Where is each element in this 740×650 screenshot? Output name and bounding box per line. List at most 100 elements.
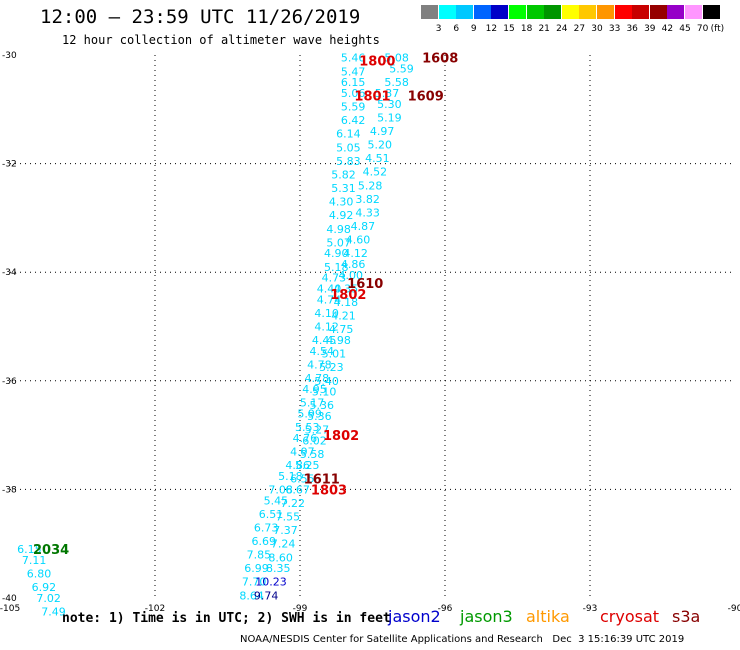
swh-value-label: 4.12	[343, 247, 368, 260]
swh-value-label: 5.59	[389, 63, 414, 76]
footer-credit: NOAA/NESDIS Center for Satellite Applica…	[240, 634, 685, 645]
swh-value-label: 4.54	[310, 345, 335, 358]
swh-value-label: 5.40	[314, 375, 339, 388]
swh-value-label: 4.30	[329, 196, 354, 209]
grid-layer	[10, 55, 735, 598]
swh-value-label: 4.74	[317, 293, 342, 306]
y-tick-label: -30	[2, 51, 17, 61]
swh-value-label: 4.45	[312, 334, 337, 347]
swh-value-label: 5.83	[336, 155, 361, 168]
legend-cryosat: cryosat	[600, 607, 660, 626]
colorbar-tick-label: 36	[626, 24, 638, 34]
pass-time-label: 1800	[359, 54, 395, 69]
swh-value-label: 4.12	[314, 321, 339, 334]
swh-value-label: 5.82	[331, 168, 356, 181]
colorbar-tick-label: 6	[453, 24, 460, 34]
swh-value-label: 7.11	[22, 554, 47, 567]
swh-value-label: 4.92	[329, 209, 354, 222]
swh-value-label: 10.23	[255, 576, 287, 589]
colorbar-tick-label: 42	[661, 24, 674, 34]
swh-value-label: 6.14	[336, 128, 361, 141]
swh-value-label: 6.99	[244, 562, 269, 575]
colorbar-unit-label: (ft)	[710, 24, 725, 34]
swh-value-label: 5.23	[319, 361, 344, 374]
swh-value-label: 5.37	[375, 87, 400, 100]
swh-value-label: 6.51	[259, 508, 284, 521]
colorbar-swatch	[579, 5, 597, 19]
y-tick-label: -32	[2, 160, 17, 170]
swh-value-label: 4.98	[326, 223, 351, 236]
colorbar-swatch	[526, 5, 544, 19]
colorbar-swatch	[491, 5, 509, 19]
swh-value-label: 5.59	[341, 101, 366, 114]
swh-value-label: 5.47	[341, 65, 366, 78]
x-tick-label: -105	[0, 604, 20, 614]
swh-value-label: 5.07	[326, 236, 351, 249]
swh-value-label: 6.69	[252, 535, 277, 548]
x-tick-label: -93	[583, 604, 598, 614]
swh-value-label: 6.15	[17, 543, 42, 556]
pass-time-label: 1802	[323, 429, 359, 444]
swh-value-label: 8.64	[239, 589, 264, 602]
legend-s3a: s3a	[672, 607, 701, 626]
colorbar-tick-label: 45	[679, 24, 691, 34]
swh-value-label: 4.87	[351, 220, 376, 233]
y-tick-label: -34	[2, 268, 17, 278]
swh-value-label: 5.05	[336, 141, 361, 154]
swh-value-label: 4.51	[365, 152, 390, 165]
swh-value-label: 6.15	[341, 76, 366, 89]
swh-value-label: 4.00	[339, 269, 364, 282]
y-tick-label: -36	[2, 377, 17, 387]
swh-value-label: 5.08	[384, 52, 409, 65]
swh-value-label: 4.10	[314, 307, 339, 320]
colorbar-tick-label: 24	[556, 24, 568, 34]
colorbar-swatch	[544, 5, 562, 19]
axes-layer: -105 -102 -99 -96 -93 -90 -40 -38 -36 -34 -32 -30	[0, 51, 740, 614]
swh-value-label: 4.73	[322, 272, 347, 285]
swh-value-label: 7.70	[242, 576, 267, 589]
colorbar-tick-label: 18	[520, 24, 533, 34]
swh-value-label: 6.02	[302, 435, 327, 448]
swh-value-label: 4.86	[285, 459, 310, 472]
legend-altika: altika	[526, 607, 570, 626]
pass-time-label: 1610	[347, 277, 383, 292]
colorbar-swatch	[649, 5, 667, 19]
colorbar-swatch	[685, 5, 702, 19]
swh-value-label: 7.49	[41, 606, 66, 619]
colorbar-swatch	[421, 5, 438, 19]
swh-value-label: 4.21	[331, 310, 356, 323]
swh-value-label: 4.52	[363, 166, 388, 179]
swh-value-label: 4.95	[302, 383, 327, 396]
colorbar-tick-label: 12	[485, 24, 498, 34]
pass-time-label: 1611	[304, 473, 340, 488]
swh-value-label: 5.20	[368, 139, 393, 152]
swh-value-label: 5.30	[377, 98, 402, 111]
swh-value-label: 7.85	[247, 549, 272, 562]
y-tick-label: -40	[2, 594, 17, 604]
swh-value-label: 4.33	[355, 206, 380, 219]
swh-value-label: 8.60	[268, 551, 293, 564]
swh-value-label: 4.97	[370, 125, 395, 138]
swh-value-label: 4.35	[334, 282, 359, 295]
swh-value-label: 5.58	[300, 448, 325, 461]
swh-value-label: 7.55	[276, 511, 301, 524]
swh-value-label: 5.31	[331, 182, 356, 195]
colorbar-tick-label: 27	[573, 24, 586, 34]
colorbar-tick-label: 30	[591, 24, 603, 34]
colorbar-swatch	[702, 5, 720, 19]
swh-value-label: 4.90	[324, 247, 349, 260]
colorbar-swatch	[632, 5, 650, 19]
swh-value-label: 5.53	[295, 421, 320, 434]
footer-note: note: 1) Time is in UTC; 2) SWH is in fe…	[62, 611, 391, 626]
swh-value-label: 4.97	[290, 445, 315, 458]
legend-jason3: jason3	[460, 607, 513, 626]
swh-value-label: 6.55	[290, 473, 315, 486]
swh-value-label: 5.18	[324, 261, 349, 274]
swh-value-label: 5.36	[307, 410, 332, 423]
x-tick-label: -102	[145, 604, 165, 614]
swh-value-label: 5.19	[377, 111, 402, 124]
swh-value-label: 6.73	[254, 521, 279, 534]
swh-value-label: 7.02	[36, 592, 61, 605]
colorbar-swatch	[614, 5, 632, 19]
